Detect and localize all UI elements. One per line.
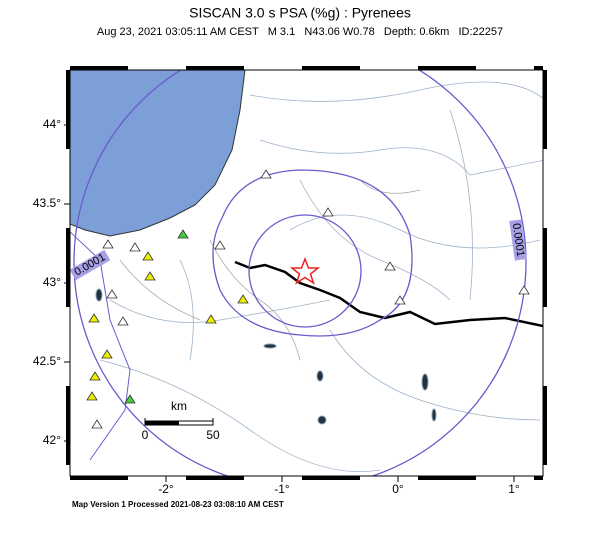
admin-lines (119, 179, 421, 361)
frame-bar (534, 66, 543, 70)
frame-bar (418, 476, 476, 480)
scale-bar-fill (145, 421, 179, 425)
frame-bar (543, 386, 547, 465)
event-info: Aug 23, 2021 03:05:11 AM CEST M 3.1 N43.… (97, 26, 503, 38)
axis-labels: 44° 43.5° 43° 42.5° 42° -2° -1° 0° 1° (33, 117, 520, 496)
lat-label: 43.5° (33, 196, 61, 210)
contours (73, 70, 527, 476)
frame-ticks (66, 66, 547, 480)
rivers (99, 81, 543, 473)
lat-label: 42.5° (33, 354, 61, 368)
lon-label: -2° (158, 482, 174, 496)
frame-bar (66, 386, 70, 465)
frame-bar (66, 70, 70, 149)
map-title: SISCAN 3.0 s PSA (%g) : Pyrenees (189, 5, 411, 21)
lat-label: 42° (43, 433, 61, 447)
map-area: 0.0001 0.0001 km 0 50 (70, 70, 543, 476)
region-border (70, 231, 131, 461)
scale-label: 50 (206, 428, 220, 442)
lon-label: 0° (392, 482, 404, 496)
sea (70, 70, 246, 237)
frame-bar (534, 476, 543, 480)
frame-bar (418, 66, 476, 70)
frame-bar (70, 476, 128, 480)
scale-label: 0 (142, 428, 149, 442)
lon-label: -1° (274, 482, 290, 496)
frame-bar (186, 476, 244, 480)
lat-label: 44° (43, 117, 61, 131)
frame-bar (302, 476, 360, 480)
frame-bar (543, 70, 547, 149)
frame-bar (543, 228, 547, 307)
lakes (95, 288, 437, 425)
footer: Map Version 1 Processed 2021-08-23 03:08… (72, 500, 284, 509)
lon-label: 1° (508, 482, 520, 496)
frame-bar (66, 228, 70, 307)
scale-bar: km 0 50 (142, 399, 220, 442)
frame-bar (70, 66, 128, 70)
stations (86, 169, 530, 429)
contour-label: 0.0001 (510, 222, 527, 257)
epicenter (289, 256, 321, 285)
lat-label: 43° (43, 275, 61, 289)
scale-unit: km (171, 399, 187, 413)
frame-bar (302, 66, 360, 70)
frame-bar (186, 66, 244, 70)
